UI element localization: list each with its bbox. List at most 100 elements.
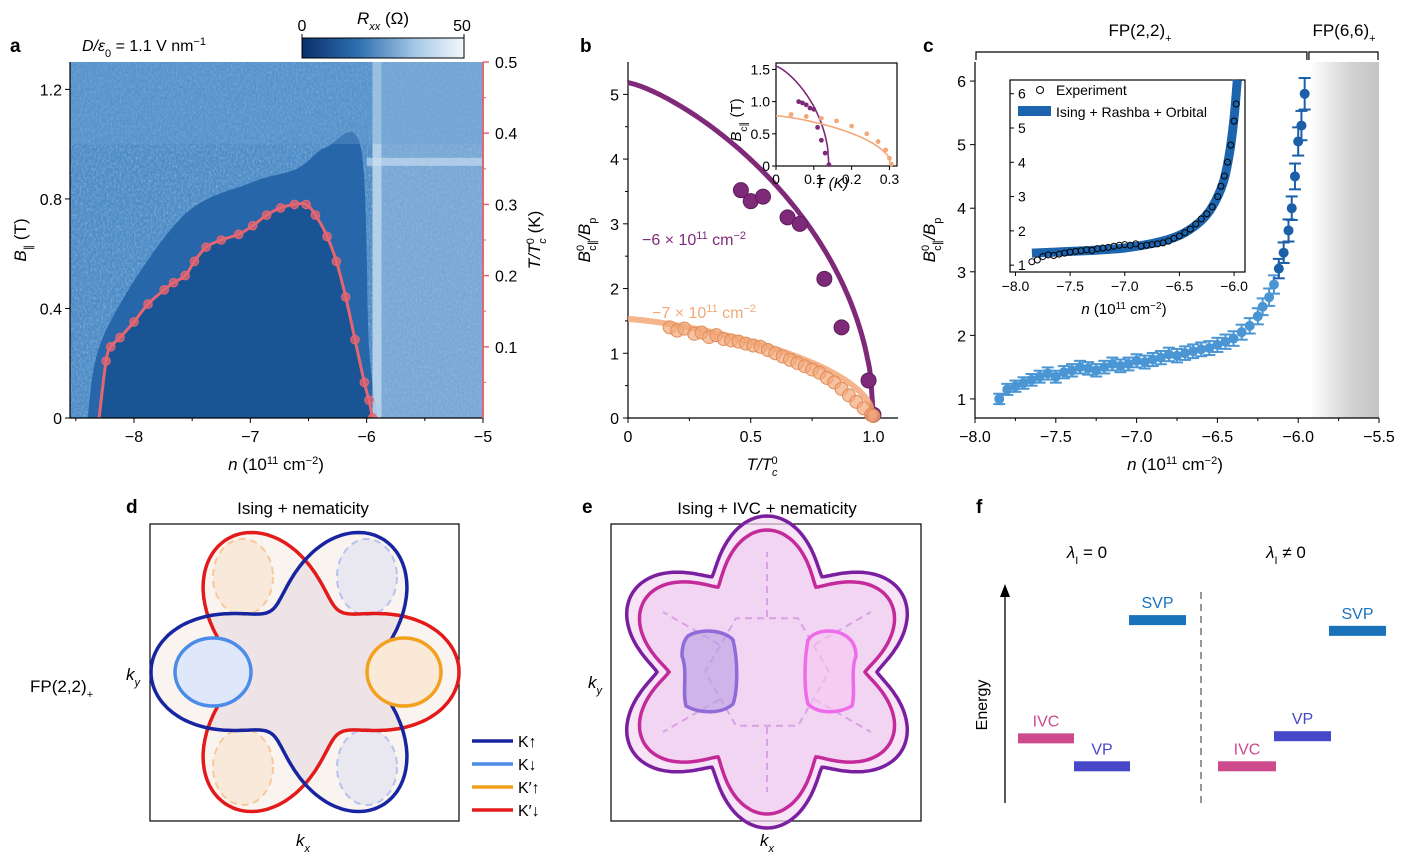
b-inset-ytick-label: 0.5: [751, 126, 771, 142]
c-data-point: [1244, 320, 1255, 331]
c-ytick-label: 5: [957, 138, 966, 155]
colorbar: [301, 37, 465, 59]
c-inset-ytick-label: 3: [1018, 189, 1026, 205]
a-xtick-label: −7: [241, 429, 259, 446]
a-ytick-right-label: 0.5: [495, 55, 517, 72]
data-point-0: [779, 209, 796, 226]
c-data-point: [1083, 363, 1094, 374]
c-inset-point: [1164, 237, 1172, 245]
panel-e-label: e: [582, 497, 593, 518]
c-xtick-label: −7.5: [1040, 429, 1072, 446]
b-inset-point-0: [818, 137, 824, 143]
b-inset-point-0: [803, 102, 809, 108]
panel-b-label: b: [580, 36, 592, 57]
e-outer-surface: [624, 514, 910, 830]
tc-marker: [168, 277, 179, 288]
energy-axis-arrow-icon: [1000, 584, 1010, 597]
level-left-svp: [1129, 615, 1186, 626]
c-data-point: [1264, 292, 1275, 303]
d-dashed-pocket-2: [212, 728, 274, 806]
fp66-shaded-region: [1309, 62, 1379, 418]
legend-k-up: K↑: [518, 734, 537, 751]
panel-a-heatmap: [70, 62, 483, 418]
level-left-vp: [1074, 761, 1130, 772]
panel-d-xlabel: kx: [296, 831, 311, 855]
data-point-0: [833, 319, 850, 336]
tc-marker: [233, 229, 244, 240]
a-ytick-label: 0.8: [40, 192, 62, 209]
c-inset-ytick-label: 5: [1018, 120, 1026, 136]
c-inset-xtick-label: −7.5: [1056, 278, 1084, 294]
panel-a-xlabel: n (1011 cm−2): [228, 455, 324, 474]
c-inset-point: [1186, 225, 1194, 233]
legend-kp-up: K′↑: [518, 780, 540, 797]
b-inset-point-1: [883, 147, 889, 153]
tc-marker: [350, 334, 360, 345]
left-title: λI = 0: [1066, 543, 1107, 567]
data-point-0: [732, 182, 749, 199]
e-inner-fill: [639, 530, 895, 814]
c-ytick-label: 4: [957, 201, 966, 218]
b-inset-point-0: [807, 105, 813, 111]
c-inset-xtick-label: −6.0: [1220, 278, 1248, 294]
c-inset-point: [1033, 256, 1041, 264]
c-data-point: [1273, 263, 1284, 274]
panel-a-axes: −8 −7 −6 −5 0 0.4 0.8 1.2 0.1 0.2 0.3 0.4 0.5: [40, 55, 518, 446]
c-inset-point: [1232, 100, 1240, 108]
c-inset-point: [1214, 193, 1222, 201]
tc-marker: [201, 242, 211, 252]
panel-e-xlabel: kx: [760, 831, 775, 855]
tc-marker: [322, 231, 332, 242]
row-label-fp22: FP(2,2)+: [30, 677, 93, 701]
c-inset-point: [1175, 232, 1183, 240]
inset-legend-experiment: Experiment: [1056, 82, 1127, 98]
c-inset-xtick-label: −8.0: [1002, 278, 1030, 294]
e-left-pocket: [680, 629, 739, 714]
c-ytick-label: 6: [957, 74, 966, 91]
fit-curve-0: [627, 80, 876, 419]
b-inset-point-0: [800, 100, 805, 106]
a-ytick-right-label: 0.2: [495, 269, 517, 286]
a-ytick-label: 1.2: [40, 82, 62, 99]
tc-marker: [359, 377, 370, 388]
region-label-fp22: FP(2,2)+: [1108, 21, 1171, 45]
c-data-point: [1147, 354, 1158, 365]
b-ytick-label: 4: [610, 152, 619, 169]
b-inset-point-1: [864, 131, 870, 137]
panel-f-label: f: [976, 497, 983, 518]
panel-d-legend: K↑ K↓ K′↑ K′↓: [472, 734, 540, 820]
c-data-point: [1115, 360, 1126, 371]
b-inset-point-0: [822, 150, 828, 156]
e-dashed-spoke: [814, 611, 872, 646]
b-inset-point-0: [815, 124, 820, 130]
b-inset-xtick-label: 0.2: [842, 171, 862, 187]
b-inset-xtick-label: 0.1: [804, 171, 824, 187]
transition-stripe: [372, 62, 382, 418]
b-inset-xtick-label: 0: [772, 171, 780, 187]
panel-e-ylabel: ky: [588, 673, 604, 697]
inset-legend-theory: Ising + Rashba + Orbital: [1056, 104, 1207, 120]
panel-c-data: [993, 77, 1311, 406]
b-inset-ytick-label: 1.5: [751, 61, 771, 77]
b-inset-point-0: [796, 99, 802, 105]
region-label-fp66: FP(6,6)+: [1312, 21, 1375, 45]
b-inset-point-1: [803, 114, 809, 119]
c-data-point: [1289, 171, 1300, 182]
field-stripe: [366, 157, 483, 166]
colorbar-label: Rxx (Ω): [357, 9, 409, 33]
tc-marker: [129, 317, 139, 327]
tc-marker: [105, 341, 116, 352]
tc-marker: [216, 235, 227, 245]
level-left-ivc: [1018, 733, 1074, 744]
b-inset-point-1: [788, 112, 794, 117]
panel-b-xlabel: T/Tc0: [746, 455, 778, 479]
panel-c-inset: −8.0 −7.5 −7.0 −6.5 −6.0 1 2 3 4 5 6: [1002, 79, 1248, 294]
b-inset-frame: [775, 62, 898, 167]
panel-b-inset-ylabel: Bc∥ (T): [728, 98, 750, 141]
dome-interior: [99, 203, 373, 418]
tc-marker: [275, 203, 286, 213]
panel-b: b 0 0.5 1.0 0 1 2 3 4 5 −6 × 1011 cm−2 −7 × 1011…: [575, 36, 899, 479]
level-right-ivc: [1218, 761, 1276, 772]
c-data-point: [994, 393, 1005, 404]
a-ytick-label: 0.4: [40, 301, 62, 318]
